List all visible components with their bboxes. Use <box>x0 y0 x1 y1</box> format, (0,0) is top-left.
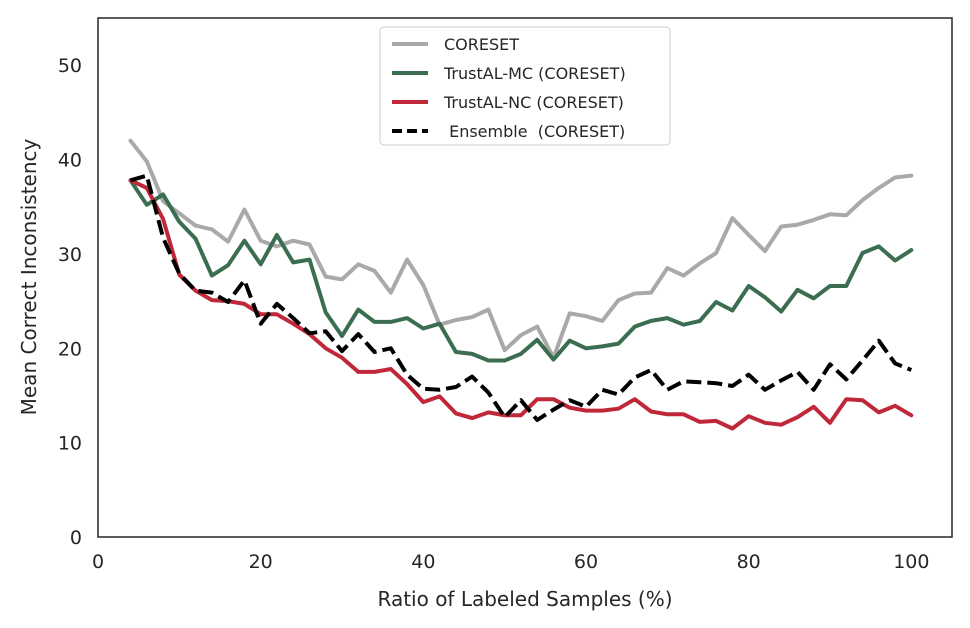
legend: CORESET TrustAL-MC (CORESET) TrustAL-NC (C… <box>379 26 671 146</box>
series-line-3 <box>128 178 914 431</box>
legend-label: Ensemble (CORESET) <box>444 122 625 141</box>
x-tick-label: 60 <box>574 551 598 573</box>
y-tick-label: 0 <box>70 527 82 549</box>
y-tick-label: 40 <box>58 150 82 172</box>
x-tick-label: 40 <box>411 551 435 573</box>
series-line-4 <box>129 173 913 422</box>
legend-label: TrustAL-NC (CORESET) <box>443 93 624 112</box>
x-tick-label: 0 <box>92 551 104 573</box>
legend-items: CORESET TrustAL-MC (CORESET) TrustAL-NC (C… <box>392 35 626 141</box>
series-layer <box>128 138 914 431</box>
legend-box <box>379 26 671 146</box>
x-axis-label: Ratio of Labeled Samples (%) <box>377 587 672 611</box>
y-tick-label: 10 <box>58 433 82 455</box>
x-tick-label: 20 <box>249 551 273 573</box>
series-line-2 <box>128 178 914 363</box>
y-tick-label: 20 <box>58 338 82 360</box>
y-axis-ticks: 0 10 20 30 40 50 <box>58 55 82 549</box>
x-tick-label: 80 <box>737 551 761 573</box>
x-axis-ticks: 0 20 40 60 80 100 <box>92 551 930 573</box>
plot-area-frame <box>97 17 953 538</box>
legend-label: CORESET <box>444 35 519 54</box>
y-tick-label: 30 <box>58 244 82 266</box>
series-line-1 <box>128 138 914 360</box>
x-tick-label: 100 <box>893 551 929 573</box>
y-axis-label: Mean Correct Inconsistency <box>17 138 41 415</box>
y-tick-label: 50 <box>58 55 82 77</box>
legend-label: TrustAL-MC (CORESET) <box>443 64 626 83</box>
